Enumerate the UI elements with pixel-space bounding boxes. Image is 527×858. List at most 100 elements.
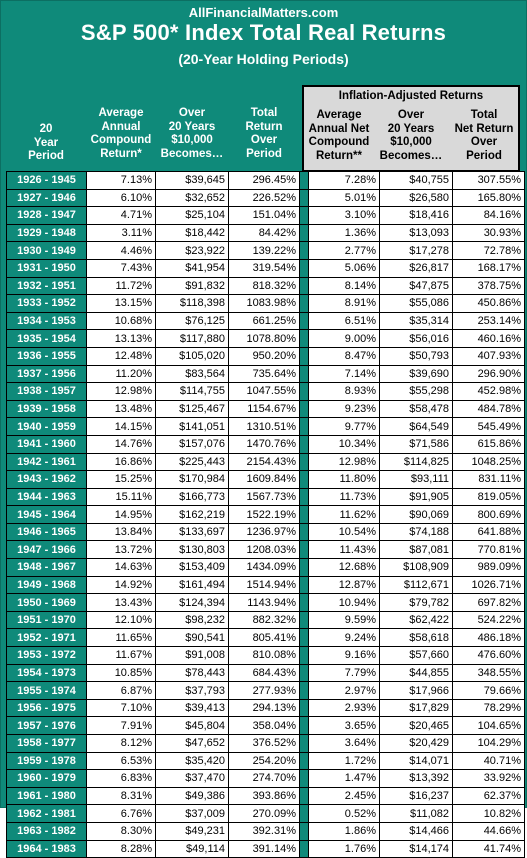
value-cell: 770.81% [452,540,525,560]
table-row: 1956 - 1975 7.10% $39,413 294.13% 2.93% $17,8… [6,698,525,718]
period-cell: 1936 - 1955 [6,346,87,366]
value-cell: 13.15% [86,294,156,313]
value-cell: 319.54% [228,258,300,278]
value-cell: 486.18% [452,628,525,648]
value-cell: 13.72% [86,540,156,560]
value-cell: 11.67% [86,646,156,665]
site-name: AllFinancialMatters.com [188,5,339,20]
inflation-adjusted-title: Inflation-Adjusted Returns [338,90,484,102]
table-row: 1959 - 1978 6.53% $35,420 254.20% 1.72% $14,0… [6,751,525,771]
column-divider [299,346,309,366]
value-cell: $130,803 [155,540,229,560]
value-cell: $39,413 [155,698,229,718]
column-divider [299,786,309,806]
value-cell: 10.54% [308,522,380,542]
period-cell: 1942 - 1961 [6,452,87,472]
table-row: 1961 - 1980 8.31% $49,386 393.86% 2.45% $16,2… [6,786,525,806]
header-line: $10,000 [390,136,432,148]
value-cell: 11.80% [308,470,380,489]
column-divider [299,769,309,788]
value-cell: 1048.25% [452,452,525,472]
value-cell: $87,081 [379,540,453,560]
column-divider [299,663,309,683]
table-row: 1954 - 1973 10.85% $78,443 684.43% 7.79% $44,… [6,663,525,683]
value-cell: 800.69% [452,505,525,524]
value-cell: $49,231 [155,821,229,841]
value-cell: $55,086 [379,294,453,313]
value-cell: $14,174 [379,839,453,858]
value-cell: 697.82% [452,593,525,612]
value-cell: $118,398 [155,294,229,313]
column-divider [299,681,309,700]
value-cell: 7.79% [308,663,380,683]
value-cell: 4.71% [86,206,156,225]
value-cell: 2.97% [308,681,380,700]
value-cell: 8.91% [308,294,380,313]
value-cell: $32,652 [155,188,229,208]
table-row: 1944 - 1963 15.11% $166,773 1567.73% 11.73% $… [6,487,525,507]
value-cell: 11.43% [308,540,380,560]
table-row: 1936 - 1955 12.48% $105,020 950.20% 8.47% $50… [6,346,525,366]
header-adj-over-20-years: Over 20 Years $10,000 Becomes… [375,109,447,163]
period-cell: 1955 - 1974 [6,681,87,700]
period-cell: 1963 - 1982 [6,821,87,841]
period-cell: 1940 - 1959 [6,417,87,436]
value-cell: $41,954 [155,258,229,278]
period-cell: 1953 - 1972 [6,646,87,665]
value-cell: 819.05% [452,487,525,507]
value-cell: 6.87% [86,681,156,700]
value-cell: 989.09% [452,558,525,577]
period-cell: 1941 - 1960 [6,434,87,454]
period-cell: 1939 - 1958 [6,399,87,419]
value-cell: $153,409 [155,558,229,577]
period-cell: 1930 - 1949 [6,241,87,260]
value-cell: $50,793 [379,346,453,366]
header-line: Return [245,120,283,133]
table-row: 1934 - 1953 10.68% $76,125 661.25% 6.51% $35,… [6,311,525,331]
value-cell: 392.31% [228,821,300,841]
value-cell: $71,586 [379,434,453,454]
value-cell: 165.80% [452,188,525,208]
value-cell: $49,114 [155,839,229,858]
value-cell: 33.92% [452,769,525,788]
table-row: 1946 - 1965 13.84% $133,697 1236.97% 10.54% $… [6,522,525,542]
value-cell: $18,442 [155,223,229,243]
table-row: 1933 - 1952 13.15% $118,398 1083.98% 8.91% $5… [6,294,525,313]
table-row: 1952 - 1971 11.65% $90,541 805.41% 9.24% $58,… [6,628,525,648]
period-cell: 1929 - 1948 [6,223,87,243]
header-line: Return* [100,147,142,160]
value-cell: 10.94% [308,593,380,612]
header-avg-return: Average Annual Compound Return* [87,107,155,161]
header-line: Net Return [454,122,514,135]
value-cell: 296.90% [452,364,525,384]
value-cell: $161,494 [155,575,229,595]
value-cell: 450.86% [452,294,525,313]
value-cell: $14,071 [379,751,453,771]
value-cell: $166,773 [155,487,229,507]
table-body: 1926 - 1945 7.13% $39,645 296.45% 7.28% $40,7… [6,171,525,858]
value-cell: $58,478 [379,399,453,419]
value-cell: $125,467 [155,399,229,419]
header-line: Compound [308,136,370,148]
period-cell: 1952 - 1971 [6,628,87,648]
value-cell: 307.55% [452,171,525,190]
column-divider [299,470,309,489]
value-cell: 3.64% [308,734,380,753]
value-cell: 11.72% [86,276,156,296]
column-divider [299,734,309,753]
column-divider [299,751,309,771]
value-cell: 6.53% [86,751,156,771]
column-divider [299,522,309,542]
value-cell: $141,051 [155,417,229,436]
value-cell: 3.65% [308,716,380,735]
value-cell: 1434.09% [228,558,300,577]
column-divider [299,821,309,841]
value-cell: $47,652 [155,734,229,753]
column-divider [299,505,309,524]
value-cell: 14.95% [86,505,156,524]
value-cell: 9.77% [308,417,380,436]
period-cell: 1944 - 1963 [6,487,87,507]
table-row: 1950 - 1969 13.43% $124,394 1143.94% 10.94% $… [6,593,525,612]
value-cell: $98,232 [155,610,229,630]
